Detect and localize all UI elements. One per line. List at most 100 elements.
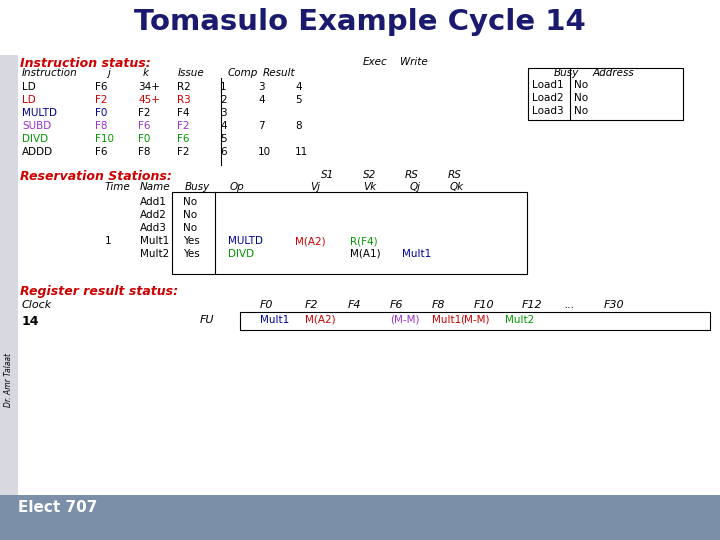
Text: Op: Op <box>230 182 245 192</box>
Text: Vj: Vj <box>310 182 320 192</box>
Text: 3: 3 <box>258 82 265 92</box>
Text: F6: F6 <box>95 82 107 92</box>
Text: Reservation Stations:: Reservation Stations: <box>20 170 172 183</box>
Text: LD: LD <box>22 82 36 92</box>
Text: Add1: Add1 <box>140 197 167 207</box>
Text: 1: 1 <box>220 82 227 92</box>
Text: (M-M): (M-M) <box>460 315 490 325</box>
Text: DIVD: DIVD <box>228 249 254 259</box>
Text: M(A2): M(A2) <box>295 236 325 246</box>
Text: F10: F10 <box>474 300 495 310</box>
Bar <box>240 312 710 330</box>
Text: Load1: Load1 <box>532 80 564 90</box>
Text: S1: S1 <box>321 170 334 180</box>
Text: No: No <box>183 210 197 220</box>
Text: Exec: Exec <box>363 57 388 67</box>
Text: Dr. Amr Talaat: Dr. Amr Talaat <box>4 353 14 407</box>
Text: F8: F8 <box>95 121 107 131</box>
Text: Qk: Qk <box>450 182 464 192</box>
Text: 34+: 34+ <box>138 82 160 92</box>
Bar <box>172 192 527 274</box>
Text: Mult1: Mult1 <box>140 236 169 246</box>
Text: F12: F12 <box>522 300 543 310</box>
Text: 3: 3 <box>220 108 227 118</box>
Text: Register result status:: Register result status: <box>20 285 178 298</box>
Text: Mult2: Mult2 <box>140 249 169 259</box>
Text: 4: 4 <box>295 82 302 92</box>
Text: 4: 4 <box>258 95 265 105</box>
Text: F6: F6 <box>177 134 189 144</box>
Text: Busy: Busy <box>554 68 580 78</box>
Text: No: No <box>183 197 197 207</box>
Text: 4: 4 <box>220 121 227 131</box>
Text: F4: F4 <box>177 108 189 118</box>
Text: Instruction: Instruction <box>22 68 78 78</box>
Text: RS: RS <box>448 170 462 180</box>
Text: F2: F2 <box>138 108 150 118</box>
Text: ...: ... <box>564 300 575 310</box>
Text: Qj: Qj <box>410 182 421 192</box>
Text: Instruction status:: Instruction status: <box>20 57 150 70</box>
Text: 6: 6 <box>220 147 227 157</box>
Text: 5: 5 <box>295 95 302 105</box>
Text: M(A2): M(A2) <box>305 315 336 325</box>
Text: Add2: Add2 <box>140 210 167 220</box>
Text: k: k <box>143 68 149 78</box>
Text: Address: Address <box>593 68 635 78</box>
Text: Mult1: Mult1 <box>260 315 289 325</box>
Text: LD: LD <box>22 95 36 105</box>
Text: (M-M): (M-M) <box>390 315 420 325</box>
Text: 1: 1 <box>105 236 112 246</box>
Text: Write: Write <box>400 57 428 67</box>
Text: Yes: Yes <box>183 236 199 246</box>
Text: F4: F4 <box>348 300 361 310</box>
Text: 5: 5 <box>220 134 227 144</box>
Text: F2: F2 <box>305 300 318 310</box>
Text: Issue: Issue <box>178 68 204 78</box>
Text: SUBD: SUBD <box>22 121 51 131</box>
Text: Mult2: Mult2 <box>505 315 534 325</box>
Text: Yes: Yes <box>183 249 199 259</box>
Text: No: No <box>574 80 588 90</box>
Text: Comp: Comp <box>228 68 258 78</box>
Text: Elect 707: Elect 707 <box>18 501 97 516</box>
Text: F0: F0 <box>95 108 107 118</box>
Text: 11: 11 <box>295 147 308 157</box>
Text: Busy: Busy <box>185 182 210 192</box>
Text: M(A1): M(A1) <box>350 249 381 259</box>
Text: Mult1: Mult1 <box>402 249 431 259</box>
Text: 8: 8 <box>295 121 302 131</box>
Text: S2: S2 <box>363 170 377 180</box>
Text: F6: F6 <box>95 147 107 157</box>
Text: No: No <box>574 106 588 116</box>
Text: 45+: 45+ <box>138 95 160 105</box>
Text: FU: FU <box>200 315 215 325</box>
Text: F8: F8 <box>432 300 446 310</box>
Text: DIVD: DIVD <box>22 134 48 144</box>
Text: F0: F0 <box>138 134 150 144</box>
Text: R3: R3 <box>177 95 191 105</box>
Text: Load3: Load3 <box>532 106 564 116</box>
Text: F0: F0 <box>260 300 274 310</box>
Bar <box>0 55 18 495</box>
Text: Mult1: Mult1 <box>432 315 462 325</box>
Text: F10: F10 <box>95 134 114 144</box>
Text: F2: F2 <box>95 95 107 105</box>
Text: F6: F6 <box>138 121 150 131</box>
Text: Name: Name <box>140 182 171 192</box>
Text: MULTD: MULTD <box>22 108 57 118</box>
Text: F2: F2 <box>177 121 189 131</box>
Text: 14: 14 <box>22 315 40 328</box>
Text: F8: F8 <box>138 147 150 157</box>
Text: F30: F30 <box>604 300 625 310</box>
Text: Load2: Load2 <box>532 93 564 103</box>
Text: No: No <box>574 93 588 103</box>
Text: No: No <box>183 223 197 233</box>
Text: 7: 7 <box>258 121 265 131</box>
Text: Clock: Clock <box>22 300 53 310</box>
Text: Result: Result <box>263 68 296 78</box>
Text: RS: RS <box>405 170 419 180</box>
Text: Add3: Add3 <box>140 223 167 233</box>
Text: 10: 10 <box>258 147 271 157</box>
Text: F2: F2 <box>177 147 189 157</box>
